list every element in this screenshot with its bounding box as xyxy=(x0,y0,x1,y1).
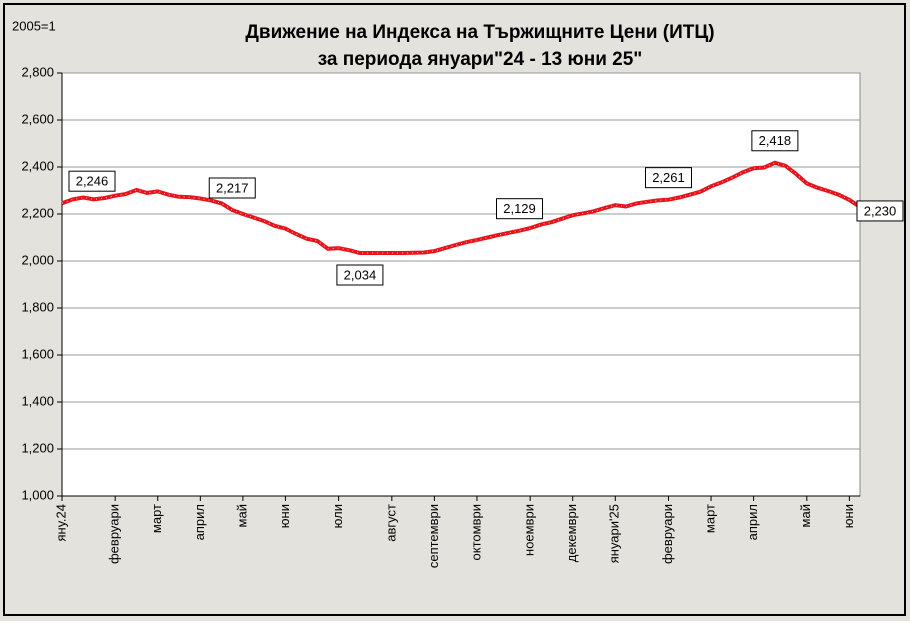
value-label-box xyxy=(496,198,544,220)
value-label: 2,129 xyxy=(503,201,536,216)
x-tick-label: юни xyxy=(841,504,856,528)
value-label: 2,217 xyxy=(216,180,249,195)
y-tick-label: 2,400 xyxy=(21,158,54,173)
x-tick-label: септември xyxy=(426,504,441,568)
value-label-box xyxy=(68,170,116,192)
value-label: 2,246 xyxy=(76,174,109,189)
value-label-box xyxy=(644,167,692,189)
x-tick-label: юли xyxy=(330,504,345,528)
x-tick-label: октомври xyxy=(468,504,483,560)
x-tick-label: април xyxy=(745,504,760,540)
chart-title: Движение на Индекса на Тържищните Цени (… xyxy=(245,22,714,43)
x-tick-label: юни xyxy=(277,504,292,528)
y-tick-label: 1,200 xyxy=(21,440,54,455)
y-tick-label: 2,200 xyxy=(21,205,54,220)
x-tick-label: януари'25 xyxy=(607,504,622,563)
x-tick-label: февруари xyxy=(660,504,675,564)
value-label: 2,230 xyxy=(864,203,897,218)
frame xyxy=(3,3,906,616)
x-tick-label: април xyxy=(192,504,207,540)
y-tick-label: 1,400 xyxy=(21,393,54,408)
base-note: 2005=1 xyxy=(12,18,56,33)
x-tick-label: декември xyxy=(564,504,579,562)
y-tick-label: 2,600 xyxy=(21,111,54,126)
value-label-box xyxy=(208,177,256,199)
value-label: 2,418 xyxy=(759,133,792,148)
x-tick-label: май xyxy=(798,504,813,527)
value-label: 2,261 xyxy=(652,170,685,185)
chart-subtitle: за периода януари"24 - 13 юни 25" xyxy=(318,49,643,70)
value-label: 2,034 xyxy=(344,267,377,282)
x-tick-label: май xyxy=(234,504,249,527)
value-label-box xyxy=(336,264,384,286)
x-tick-label: ноември xyxy=(522,504,537,556)
plot-area xyxy=(61,72,861,497)
x-tick-label: яну.24 xyxy=(53,504,68,542)
y-tick-label: 1,000 xyxy=(21,487,54,502)
y-tick-label: 1,800 xyxy=(21,299,54,314)
value-label-box xyxy=(751,130,799,152)
x-tick-label: февруари xyxy=(107,504,122,564)
y-tick-label: 1,600 xyxy=(21,346,54,361)
y-tick-label: 2,000 xyxy=(21,252,54,267)
value-label-box xyxy=(856,200,904,222)
line-dots xyxy=(61,162,861,254)
x-tick-label: март xyxy=(702,504,717,533)
y-tick-label: 2,800 xyxy=(21,64,54,79)
x-tick-label: март xyxy=(149,504,164,533)
x-tick-label: август xyxy=(383,504,398,542)
